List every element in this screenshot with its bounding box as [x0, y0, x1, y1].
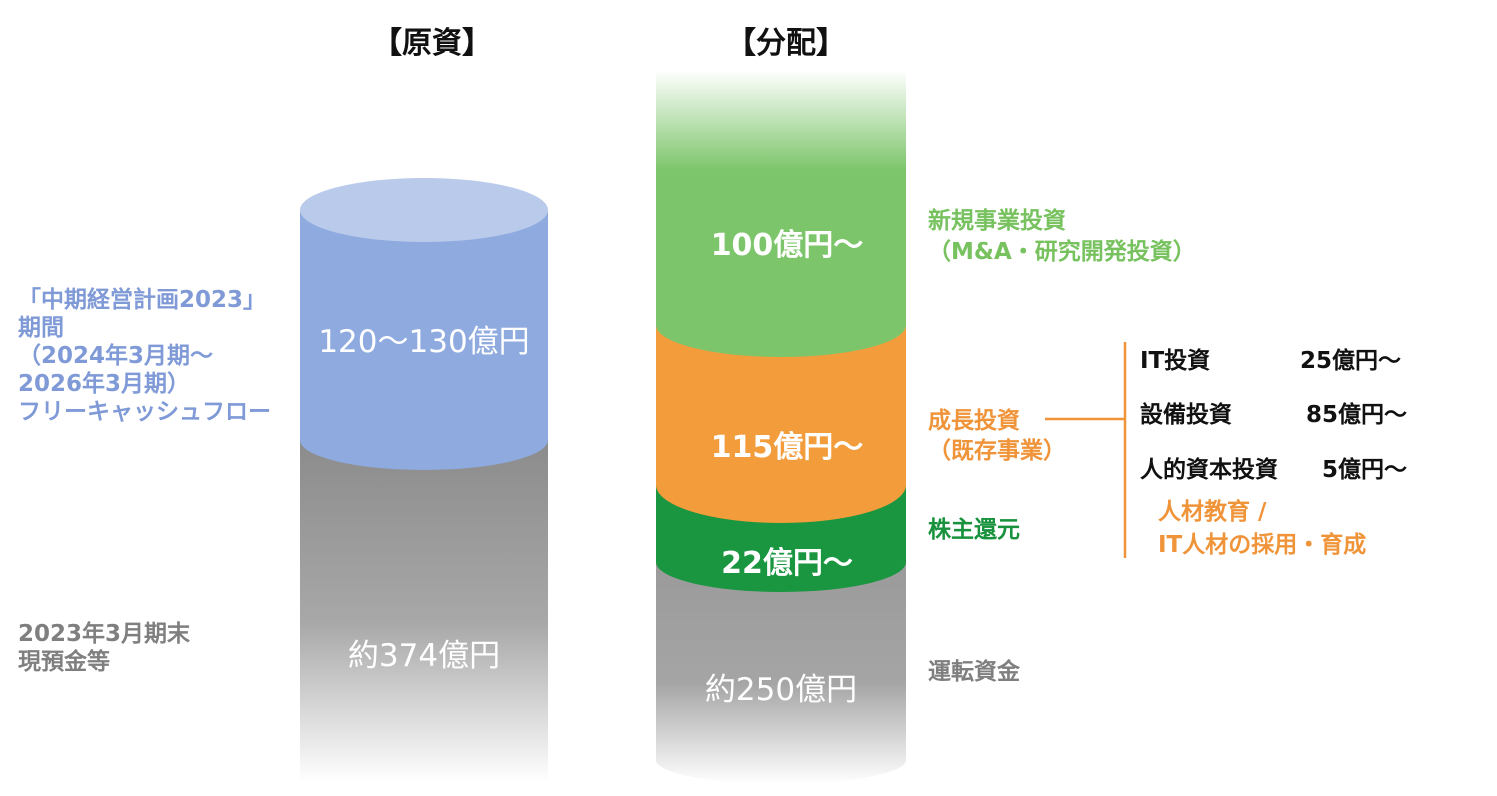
allocation-heading: 【分配】: [726, 26, 846, 61]
breakdown-name: 設備投資: [1140, 402, 1232, 428]
cash-label-line: 現預金等: [18, 649, 110, 675]
human-capital-note-line: 人材教育 /: [1158, 499, 1267, 525]
new-business-label: 新規事業投資 （M&A・研究開発投資）: [928, 206, 1196, 268]
human-capital-note-line: IT人材の採用・育成: [1158, 532, 1367, 558]
fcf-label: 「中期経営計画2023」 期間 （2024年3月期～ 2026年3月期） フリー…: [18, 286, 271, 426]
source-cylinder: [300, 178, 548, 782]
growth-bracket: [1045, 342, 1127, 558]
allocation-cylinder: [656, 70, 906, 784]
fcf-label-line: フリーキャッシュフロー: [18, 399, 271, 425]
working-capital-value: 約250億円: [704, 672, 858, 708]
breakdown-value: 5億円～: [1322, 457, 1408, 483]
working-capital-label: 運転資金: [928, 659, 1020, 685]
new-business-label-line: （M&A・研究開発投資）: [928, 239, 1196, 265]
fcf-value: 120～130億円: [318, 324, 530, 360]
breakdown-value: 25億円～: [1300, 348, 1402, 374]
source-heading: 【原資】: [372, 26, 492, 61]
fcf-label-line: 期間: [18, 315, 64, 341]
new-business-segment: [656, 70, 906, 357]
shareholder-label: 株主還元: [928, 517, 1020, 543]
growth-label-line: （既存事業）: [928, 438, 1066, 464]
cash-value: 約374億円: [347, 638, 501, 674]
new-business-label-line: 新規事業投資: [928, 208, 1066, 234]
new-business-value: 100億円～: [710, 228, 864, 263]
fcf-label-line: （2024年3月期～: [18, 343, 214, 369]
breakdown-name: IT投資: [1140, 348, 1211, 374]
growth-label: 成長投資 （既存事業）: [928, 406, 1066, 466]
fcf-segment: [300, 210, 548, 470]
working-capital-segment: [656, 560, 906, 784]
fcf-top: [300, 178, 548, 242]
breakdown-value: 85億円～: [1306, 402, 1408, 428]
growth-value: 115億円～: [710, 430, 864, 465]
fcf-label-line: 2026年3月期）: [18, 371, 191, 397]
human-capital-note: 人材教育 / IT人材の採用・育成: [1158, 496, 1366, 562]
shareholder-value: 22億円～: [721, 546, 853, 581]
fcf-label-line: 「中期経営計画2023」: [18, 287, 267, 313]
cash-segment: [300, 430, 548, 782]
growth-label-line: 成長投資: [928, 408, 1020, 434]
cash-label-line: 2023年3月期末: [18, 621, 191, 647]
growth-segment: [656, 320, 906, 523]
breakdown-name: 人的資本投資: [1140, 457, 1278, 483]
cash-label: 2023年3月期末 現預金等: [18, 620, 190, 676]
